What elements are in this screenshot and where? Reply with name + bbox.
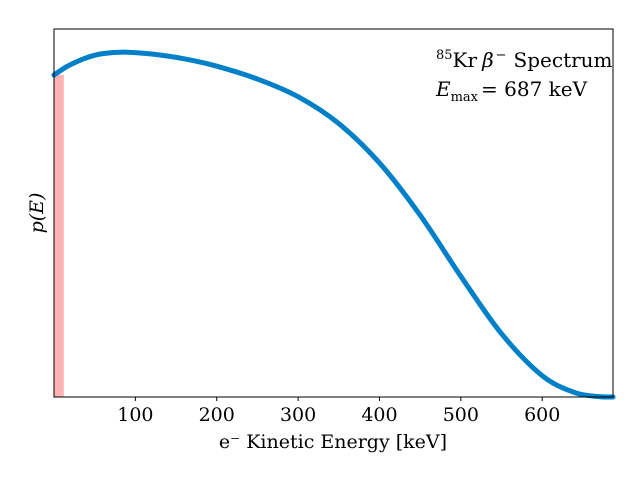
x-axis-title: e⁻ Kinetic Energy [keV] xyxy=(219,431,447,453)
shaded-low-energy-region xyxy=(54,75,64,397)
x-axis-ticks: 100 200 300 400 500 600 xyxy=(117,397,560,426)
beta-minus-sign: − xyxy=(496,48,507,63)
beta-symbol: β xyxy=(481,48,494,72)
y-axis-title: p(E) xyxy=(26,193,48,234)
emax-value: = 687 keV xyxy=(481,77,588,101)
mass-number-superscript: 85 xyxy=(436,48,453,63)
x-tick-label: 100 xyxy=(117,404,153,426)
emax-annotation: Emax = 687 keV xyxy=(435,77,588,105)
element-symbol: Kr xyxy=(453,48,478,72)
emax-subscript: max xyxy=(451,90,479,105)
x-tick-label: 600 xyxy=(524,404,560,426)
x-tick-label: 400 xyxy=(361,404,397,426)
x-tick-label: 200 xyxy=(199,404,235,426)
spectrum-word: Spectrum xyxy=(514,48,613,72)
x-tick-label: 500 xyxy=(443,404,479,426)
isotope-annotation: 85Kr β − Spectrum xyxy=(436,48,613,72)
plot-frame xyxy=(53,28,614,398)
emax-variable: E xyxy=(435,77,451,101)
x-tick-label: 300 xyxy=(280,404,316,426)
spectrum-curve xyxy=(51,49,616,400)
